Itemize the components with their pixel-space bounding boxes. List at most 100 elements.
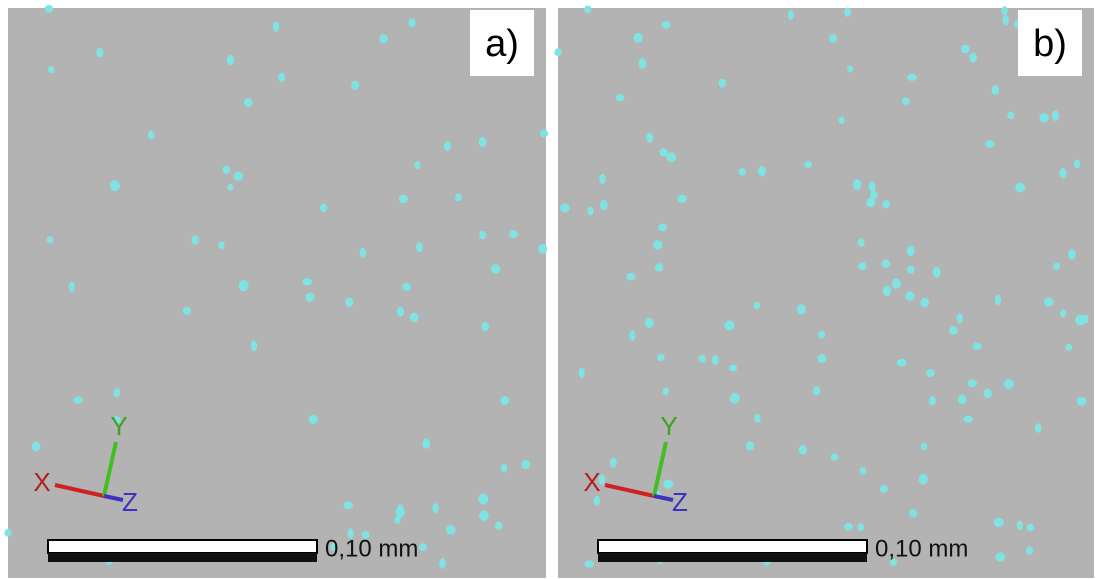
- particle: [500, 396, 509, 405]
- particle: [719, 79, 726, 88]
- particle: [880, 485, 888, 493]
- panel-label: b): [1033, 23, 1067, 65]
- particle: [446, 525, 456, 535]
- particle: [844, 7, 851, 17]
- particle: [1052, 110, 1059, 121]
- particle: [663, 479, 671, 488]
- particle: [48, 66, 54, 73]
- particle: [379, 34, 388, 43]
- particle: [600, 200, 608, 210]
- particle: [554, 48, 562, 56]
- particle: [419, 543, 427, 551]
- particle: [148, 130, 155, 139]
- particle: [646, 133, 653, 143]
- particle: [579, 368, 585, 379]
- particle: [479, 137, 486, 148]
- particle: [587, 207, 593, 216]
- particle: [1015, 183, 1025, 193]
- particle: [501, 464, 507, 473]
- particle: [831, 453, 839, 460]
- particle: [302, 278, 312, 285]
- axis-x-label: X: [583, 467, 600, 497]
- particle: [491, 264, 500, 274]
- particle: [883, 286, 891, 297]
- particle: [1001, 6, 1007, 15]
- particle: [584, 6, 591, 14]
- particle: [191, 236, 199, 245]
- particle: [968, 379, 977, 387]
- particle: [360, 248, 366, 258]
- particle: [754, 302, 761, 310]
- particle: [992, 85, 1000, 95]
- particle: [659, 148, 667, 157]
- particle: [869, 181, 876, 191]
- particle: [662, 21, 671, 29]
- particle: [74, 397, 84, 404]
- particle: [478, 494, 488, 505]
- particle: [610, 458, 617, 468]
- particle: [725, 321, 735, 331]
- particle: [560, 203, 570, 212]
- particle: [1068, 249, 1076, 260]
- particle: [729, 364, 737, 371]
- particle: [351, 81, 359, 90]
- particle: [1026, 546, 1033, 555]
- particle: [844, 523, 853, 531]
- particle: [234, 171, 244, 180]
- particle: [1035, 423, 1042, 433]
- axis-y-label: Y: [660, 411, 677, 441]
- particle: [320, 204, 327, 213]
- particle: [881, 260, 890, 268]
- particle: [4, 529, 11, 537]
- particle: [739, 168, 746, 176]
- particle: [853, 179, 862, 190]
- particle: [397, 307, 404, 317]
- particle: [972, 343, 981, 350]
- particle: [439, 558, 446, 569]
- particle: [907, 74, 917, 81]
- particle: [481, 322, 488, 331]
- particle: [110, 180, 120, 191]
- scale-bar-white: [48, 540, 317, 553]
- particle: [957, 313, 963, 324]
- particle: [1065, 344, 1072, 351]
- particle: [399, 195, 408, 204]
- axis-z-label: Z: [672, 487, 688, 517]
- particle: [857, 523, 863, 531]
- particle: [1077, 397, 1087, 406]
- particle: [113, 388, 120, 397]
- particle: [746, 441, 754, 450]
- particle: [45, 5, 53, 13]
- particle: [1004, 379, 1013, 389]
- particle: [509, 230, 518, 238]
- particle: [666, 152, 676, 162]
- particle: [663, 388, 669, 396]
- particle: [479, 510, 489, 521]
- particle: [1039, 113, 1049, 122]
- particle: [897, 359, 907, 367]
- particle: [343, 501, 353, 509]
- particle: [227, 184, 233, 191]
- particle: [699, 355, 706, 363]
- particle: [859, 467, 866, 474]
- particle: [961, 45, 970, 54]
- particle: [594, 496, 600, 506]
- particle: [616, 94, 625, 102]
- panel: b)XYZ0,10 mm: [554, 6, 1094, 578]
- particle: [408, 18, 415, 27]
- particle: [788, 10, 794, 20]
- particle: [32, 442, 41, 452]
- particle: [929, 396, 936, 405]
- particle: [921, 442, 927, 450]
- particle: [538, 244, 547, 254]
- particle: [882, 200, 890, 208]
- particle: [933, 267, 941, 278]
- particle: [96, 48, 103, 58]
- particle: [818, 331, 825, 339]
- particle: [495, 522, 502, 530]
- particle: [222, 165, 229, 174]
- particle: [183, 307, 191, 315]
- particle: [892, 278, 901, 289]
- particle: [402, 283, 411, 291]
- particle: [1053, 263, 1060, 270]
